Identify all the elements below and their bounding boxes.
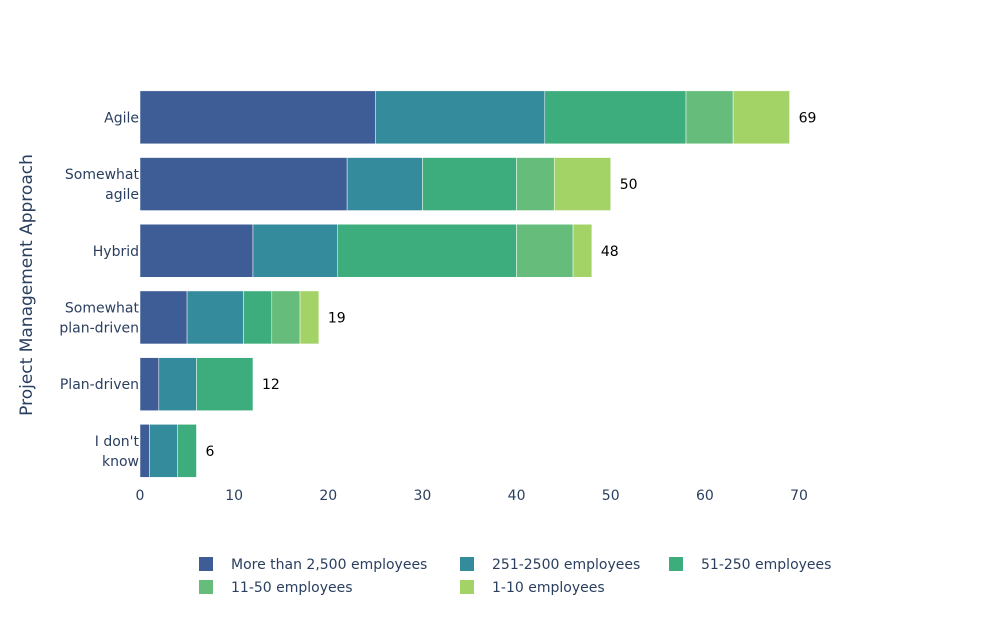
y-tick-label: Hybrid [93, 244, 139, 260]
x-tick-label: 70 [790, 488, 808, 504]
bar-3-series-3[interactable] [271, 290, 301, 345]
bar-1-series-1[interactable] [346, 157, 423, 211]
bar-1-series-0[interactable] [139, 157, 348, 211]
total-label: 48 [601, 244, 619, 260]
legend-swatch [460, 580, 474, 594]
total-label: 69 [799, 110, 817, 126]
y-tick-label: Agile [104, 110, 139, 126]
bar-4-series-0[interactable] [139, 357, 160, 411]
x-tick-label: 60 [696, 488, 714, 504]
legend-swatch [199, 557, 213, 571]
legend-swatch [460, 557, 474, 571]
bar-4-series-2[interactable] [196, 357, 254, 411]
legend[interactable]: More than 2,500 employees 251-2500 employ… [199, 557, 831, 596]
total-label: 19 [328, 310, 346, 326]
x-tick-label: 10 [225, 488, 243, 504]
bar-5-series-1[interactable] [149, 424, 178, 478]
bar-5-series-0[interactable] [139, 424, 150, 478]
bar-3-series-4[interactable] [299, 290, 320, 345]
y-tick-label: Somewhat plan-driven [59, 300, 139, 336]
y-tick-label: I don't know [95, 434, 140, 470]
bar-2-series-1[interactable] [252, 224, 338, 278]
bar-0-series-2[interactable] [544, 90, 687, 145]
bar-1-series-3[interactable] [516, 157, 555, 211]
legend-item[interactable]: 11-50 employees [199, 580, 353, 596]
bar-2-series-4[interactable] [572, 224, 593, 278]
x-tick-label: 0 [136, 488, 145, 504]
x-tick-label: 40 [508, 488, 526, 504]
y-axis-title: Project Management Approach [17, 154, 37, 416]
bar-2-series-0[interactable] [139, 224, 254, 278]
legend-swatch [199, 580, 213, 594]
legend-item[interactable]: 251-2500 employees [460, 557, 640, 573]
bar-0-series-4[interactable] [732, 90, 790, 145]
x-axis: 0 10 20 30 40 50 60 70 [136, 488, 808, 504]
bar-4-series-1[interactable] [158, 357, 197, 411]
legend-item[interactable]: More than 2,500 employees [199, 557, 427, 573]
bar-1-series-2[interactable] [422, 157, 517, 211]
bar-1-series-4[interactable] [553, 157, 611, 211]
legend-label: 1-10 employees [492, 580, 605, 596]
legend-label: 251-2500 employees [492, 557, 640, 573]
x-tick-label: 30 [414, 488, 432, 504]
x-tick-label: 50 [602, 488, 620, 504]
bar-3-series-0[interactable] [139, 290, 188, 345]
bar-0-series-3[interactable] [685, 90, 734, 145]
plot-area: 69 50 48 19 12 6 [139, 90, 817, 478]
legend-label: 11-50 employees [231, 580, 353, 596]
legend-swatch [669, 557, 683, 571]
bar-5-series-2[interactable] [177, 424, 197, 478]
y-axis: Agile Somewhat agile Hybrid Somewhat plan-dri… [59, 110, 139, 470]
legend-item[interactable]: 51-250 employees [669, 557, 831, 573]
legend-label: More than 2,500 employees [231, 557, 427, 573]
bar-3-series-2[interactable] [243, 290, 273, 345]
legend-label: 51-250 employees [701, 557, 831, 573]
bar-3-series-1[interactable] [186, 290, 244, 345]
bar-2-series-2[interactable] [337, 224, 517, 278]
bar-0-series-0[interactable] [139, 90, 376, 145]
y-tick-label: Somewhat agile [65, 167, 140, 203]
total-label: 12 [262, 377, 280, 393]
y-tick-label: Plan-driven [60, 377, 139, 393]
total-label: 50 [620, 177, 638, 193]
total-label: 6 [205, 444, 214, 460]
legend-item[interactable]: 1-10 employees [460, 580, 605, 596]
x-tick-label: 20 [319, 488, 337, 504]
bar-0-series-1[interactable] [375, 90, 546, 145]
bar-2-series-3[interactable] [516, 224, 574, 278]
